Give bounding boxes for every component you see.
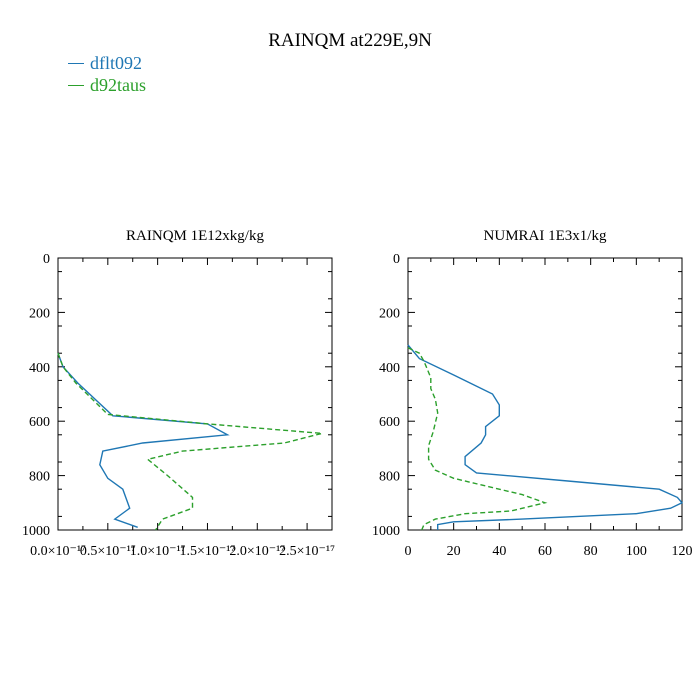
legend: dflt092 d92taus: [68, 52, 146, 96]
x-tick-label: 120: [672, 544, 693, 559]
legend-item-dflt092: dflt092: [68, 52, 146, 74]
plot-frame: [57, 257, 333, 531]
series-line-dflt092: [57, 352, 230, 528]
x-tick-label: 0.5×10⁻¹⁷: [80, 544, 136, 559]
legend-swatch-d92taus: [68, 84, 84, 86]
x-tick-label: 100: [626, 544, 647, 559]
y-tick-label: 400: [379, 361, 400, 376]
y-tick-label: 200: [29, 306, 50, 321]
plot-frame: [407, 257, 683, 531]
panel-title: NUMRAI 1E3x1/kg: [484, 228, 607, 244]
chart-panel-1: RAINQM 1E12xkg/kg 0 200 400 600 800 1000 0.0×10…: [22, 228, 335, 559]
panel-title: RAINQM 1E12xkg/kg: [126, 228, 264, 244]
x-tick-label: 1.0×10⁻¹⁷: [130, 544, 186, 559]
series-line-d92taus: [407, 347, 548, 531]
y-tick-label: 0: [393, 252, 400, 267]
chart-panel-2: NUMRAI 1E3x1/kg 0 200 400 600 800 1000 0 20 40 60 8…: [372, 228, 693, 559]
y-tick-label: 0: [43, 252, 50, 267]
y-tick-label: 1000: [372, 524, 400, 539]
y-tick-label: 800: [379, 470, 400, 485]
x-tick-label: 0: [405, 544, 412, 559]
y-tick-label: 1000: [22, 524, 50, 539]
x-tick-label: 80: [584, 544, 598, 559]
y-tick-label: 600: [29, 415, 50, 430]
y-tick-label: 600: [379, 415, 400, 430]
x-tick-label: 40: [492, 544, 506, 559]
chart-title: RAINQM at229E,9N: [268, 30, 432, 51]
legend-swatch-dflt092: [68, 62, 84, 64]
y-tick-label: 200: [379, 306, 400, 321]
legend-item-d92taus: d92taus: [68, 74, 146, 96]
x-tick-label: 2.5×10⁻¹⁷: [279, 544, 335, 559]
y-tick-label: 800: [29, 470, 50, 485]
x-tick-label: 1.5×10⁻¹⁷: [180, 544, 236, 559]
y-tick-label: 400: [29, 361, 50, 376]
x-tick-label: 20: [447, 544, 461, 559]
legend-label-d92taus: d92taus: [90, 75, 146, 95]
x-tick-label: 60: [538, 544, 552, 559]
x-tick-label: 2.0×10⁻¹⁷: [229, 544, 285, 559]
legend-label-dflt092: dflt092: [90, 53, 142, 73]
x-tick-label: 0.0×10⁻¹⁷: [30, 544, 86, 559]
series-line-dflt092: [407, 344, 684, 530]
series-line-d92taus: [57, 352, 323, 531]
